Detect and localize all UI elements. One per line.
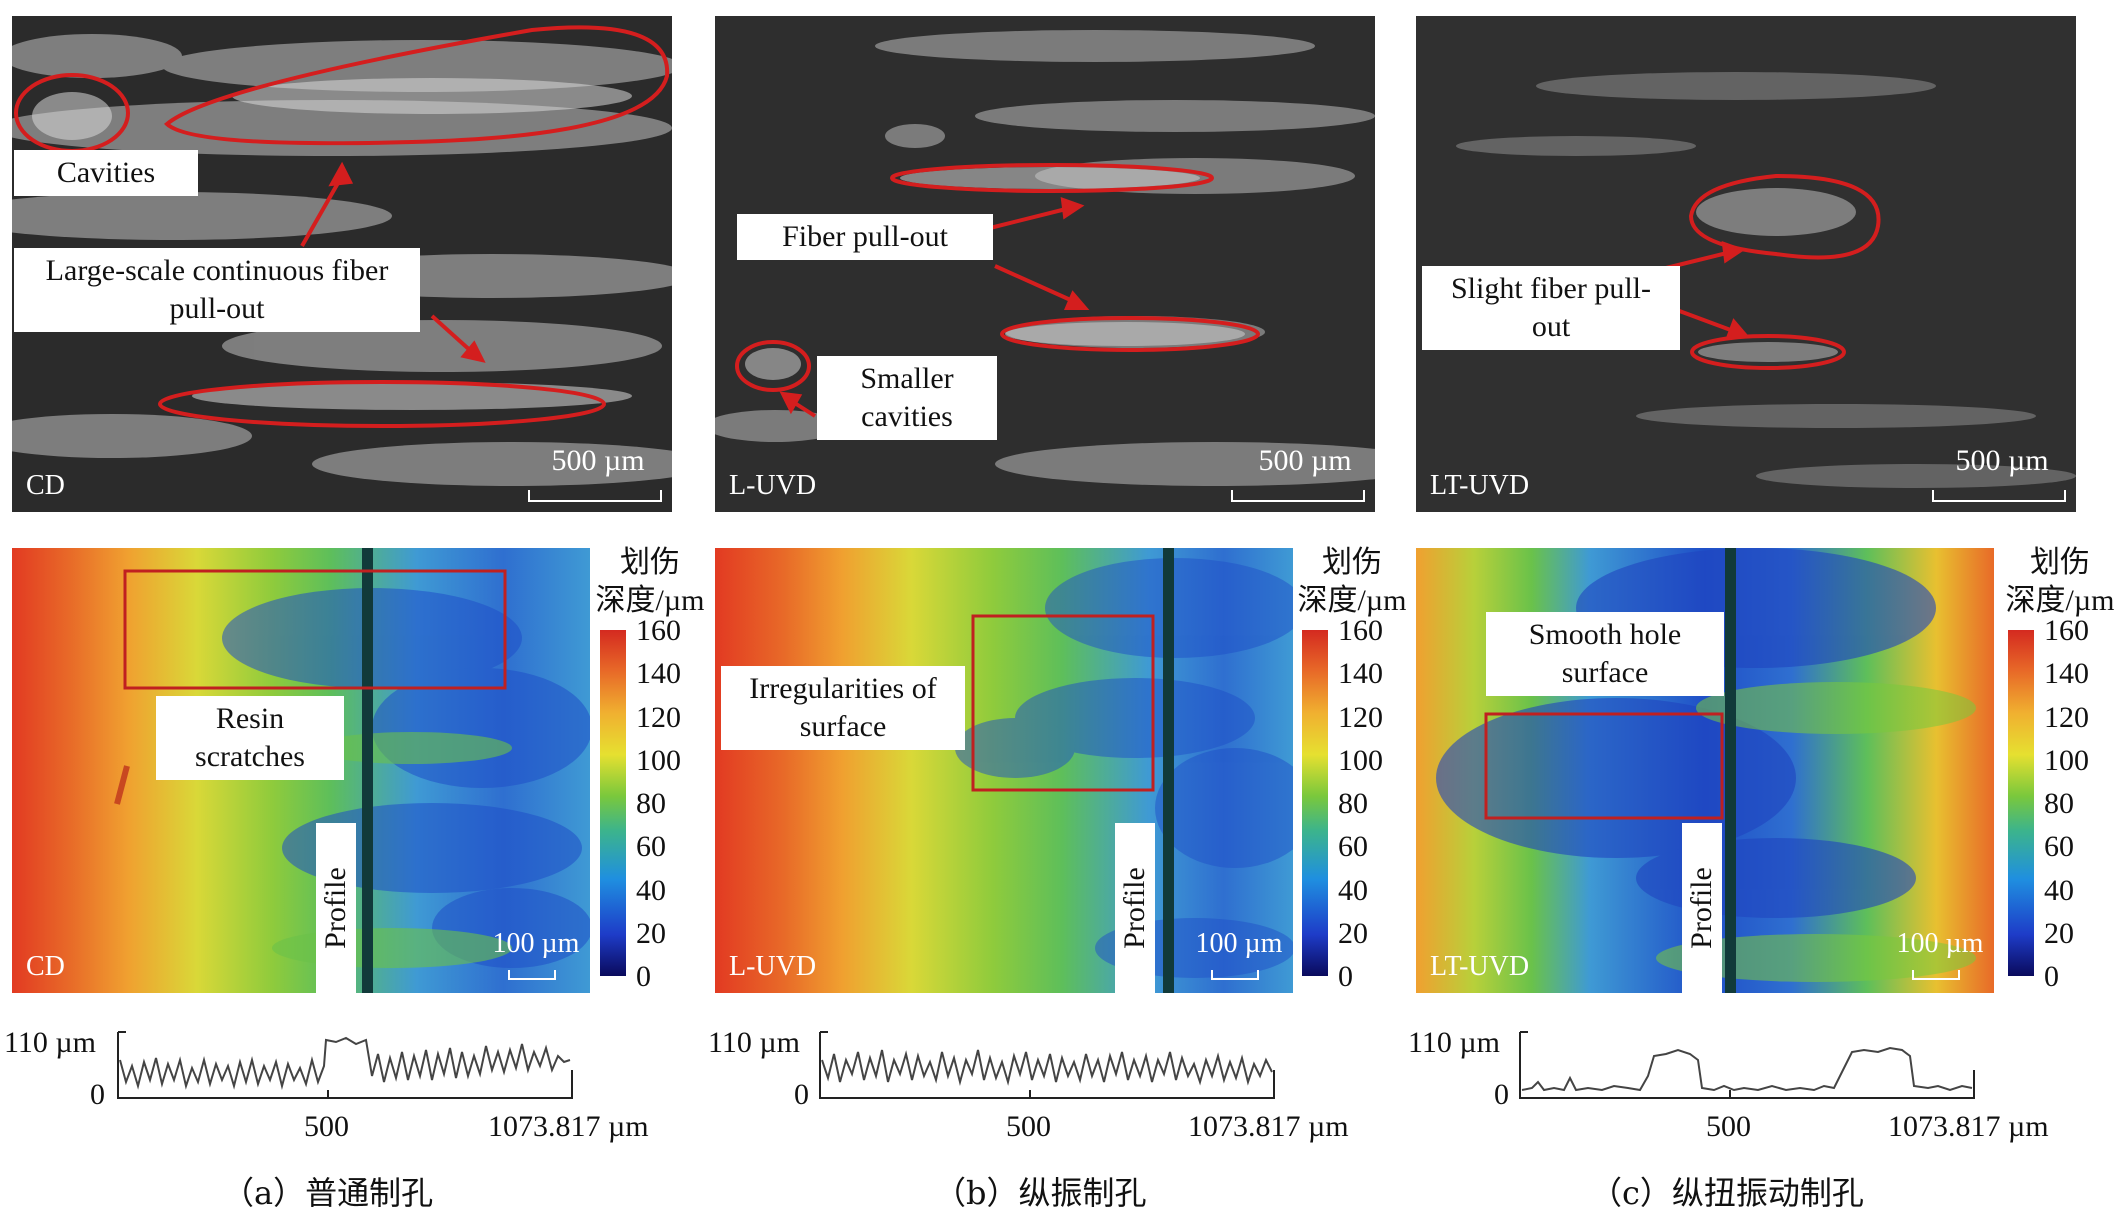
colorbar-tick-label: 0 [636,960,651,993]
profile-xmid-label: 500 [304,1110,349,1143]
scale-label: 100 µm [492,928,580,959]
colorbar-tick-label: 40 [2044,873,2074,907]
map-method-label: LT-UVD [1430,951,1530,982]
scale-bar [508,970,556,980]
scale-bar [528,490,662,502]
profile-xmid-label: 500 [1706,1110,1751,1143]
colorbar-tick-label: 20 [2044,916,2074,950]
profile-ymin-label: 0 [1494,1078,1509,1111]
profile-ymax-label: 110 µm [4,1026,97,1059]
colorbar-tick-label: 0 [2044,960,2059,993]
callout-large-scale-fiber-pull-out: Large-scale continuous fiber pull-out [14,248,420,332]
scale-bar [1912,970,1960,980]
colorbar-tick-label: 160 [636,614,681,647]
colorbar-tick-label: 80 [636,787,666,820]
scale-label: 500 µm [551,444,645,477]
colorbar-tick-label: 140 [636,657,681,691]
callout-fiber-pull-out: Fiber pull-out [737,214,993,260]
colorbar-gradient [600,630,626,976]
colorbar-gradient [2008,630,2034,976]
colorbar-tick-label: 160 [2044,614,2089,647]
sem-image-lt-uvd: Slight fiber pull-out 500 µm LT-UVD [1416,16,2076,512]
colorbar-tick-label: 80 [2044,787,2074,820]
colorbar-tick-label: 60 [1338,830,1368,864]
colorbar-tick-label: 40 [636,873,666,907]
colorbar-title: 划伤 深度/µm [2005,546,2115,617]
colorbar-tick-label: 120 [636,700,681,734]
colorbar-tick-label: 20 [1338,916,1368,950]
colorbar-tick-label: 100 [636,743,681,777]
colorbar-tick-label: 0 [1338,960,1353,993]
colorbar-tick-label: 40 [1338,873,1368,907]
profile-plot-lt-uvd [1519,1031,1975,1099]
profile-xmax-label: 1073.817 µm [1888,1110,2049,1143]
depth-map-lt-uvd: Smooth hole surface Profile 100 µm LT-UV… [1416,548,1994,993]
scale-label: 100 µm [1896,928,1984,959]
sem-method-label: CD [26,470,65,501]
colorbar-tick-label: 140 [1338,657,1383,691]
profile-tag: Profile [316,823,356,993]
profile-xmax-label: 1073.817 µm [1188,1110,1349,1143]
profile-ymin-label: 0 [794,1078,809,1111]
colorbar-tick-label: 120 [1338,700,1383,734]
colorbar-title: 划伤 深度/µm [1297,546,1407,617]
profile-xmax-label: 1073.817 µm [488,1110,649,1143]
caption-b: （b）纵振制孔 [934,1174,1147,1212]
profile-plot-l-uvd [819,1031,1275,1099]
profile-ymin-label: 0 [90,1078,105,1111]
colorbar-tick-label: 80 [1338,787,1368,820]
scale-bar [1211,970,1259,980]
colorbar-tick-label: 60 [636,830,666,864]
colorbar-tick-label: 20 [636,916,666,950]
sem-method-label: LT-UVD [1430,470,1530,501]
profile-tag: Profile [1682,823,1722,993]
colorbar-tick-label: 160 [1338,614,1383,647]
map-method-label: CD [26,951,65,982]
profile-plot-cd [117,1031,573,1099]
depth-map-l-uvd: Irregularities of surface Profile 100 µm… [715,548,1293,993]
sem-method-label: L-UVD [729,470,817,501]
callout-cavities: Cavities [14,150,198,196]
colorbar-title: 划伤 深度/µm [595,546,705,617]
colorbar-tick-label: 60 [2044,830,2074,864]
colorbar-gradient [1302,630,1328,976]
profile-tag: Profile [1115,823,1155,993]
scale-bar [1932,490,2066,502]
profile-ymax-label: 110 µm [1408,1026,1501,1059]
colorbar-tick-label: 100 [2044,743,2089,777]
scale-label: 500 µm [1955,444,2049,477]
callout-smaller-cavities: Smaller cavities [817,356,997,440]
scale-label: 500 µm [1258,444,1352,477]
caption-a: （a）普通制孔 [222,1174,434,1212]
scale-bar [1231,490,1365,502]
sem-image-l-uvd: Fiber pull-out Smaller cavities 500 µm L… [715,16,1375,512]
sem-image-cd: Cavities Large-scale continuous fiber pu… [12,16,672,512]
colorbar-tick-label: 140 [2044,657,2089,691]
profile-ymax-label: 110 µm [708,1026,801,1059]
callout-irregularities-of-surface: Irregularities of surface [721,666,965,750]
colorbar-tick-label: 100 [1338,743,1383,777]
caption-c: （c）纵扭振动制孔 [1590,1174,1864,1212]
callout-slight-fiber-pull-out: Slight fiber pull-out [1422,266,1680,350]
scale-label: 100 µm [1195,928,1283,959]
colorbar-tick-label: 120 [2044,700,2089,734]
map-method-label: L-UVD [729,951,817,982]
depth-map-cd: Resin scratches Profile 100 µm CD [12,548,590,993]
profile-xmid-label: 500 [1006,1110,1051,1143]
callout-smooth-hole-surface: Smooth hole surface [1486,612,1724,696]
callout-resin-scratches: Resin scratches [156,696,344,780]
